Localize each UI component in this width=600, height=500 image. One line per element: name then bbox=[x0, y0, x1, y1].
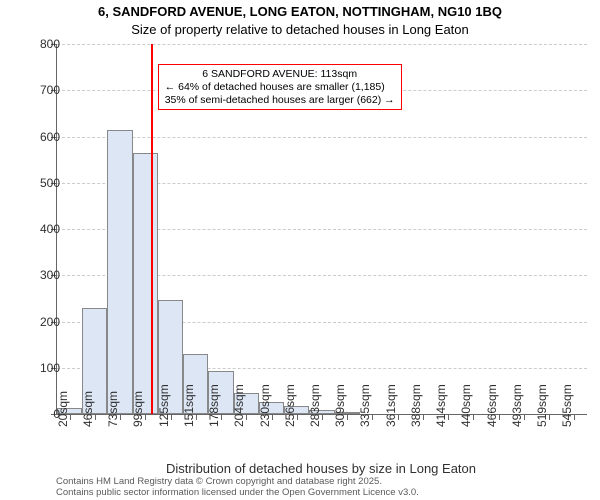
histogram-bar bbox=[107, 130, 132, 414]
grid-line bbox=[57, 137, 587, 138]
x-tick bbox=[347, 414, 348, 420]
y-tick-label: 200 bbox=[40, 315, 60, 329]
chart-title-line1: 6, SANDFORD AVENUE, LONG EATON, NOTTINGH… bbox=[0, 4, 600, 19]
x-axis-title: Distribution of detached houses by size … bbox=[56, 461, 586, 476]
y-tick-label: 500 bbox=[40, 176, 60, 190]
y-tick-label: 300 bbox=[40, 268, 60, 282]
y-tick-label: 400 bbox=[40, 222, 60, 236]
annotation-box: 6 SANDFORD AVENUE: 113sqm← 64% of detach… bbox=[158, 64, 402, 110]
x-tick bbox=[423, 414, 424, 420]
attribution-text: Contains HM Land Registry data © Crown c… bbox=[56, 477, 419, 498]
x-tick bbox=[145, 414, 146, 420]
x-tick bbox=[549, 414, 550, 420]
x-tick bbox=[322, 414, 323, 420]
annotation-line: 6 SANDFORD AVENUE: 113sqm bbox=[165, 68, 395, 81]
y-tick-label: 700 bbox=[40, 83, 60, 97]
x-tick bbox=[120, 414, 121, 420]
histogram-bar bbox=[133, 153, 158, 414]
x-tick bbox=[246, 414, 247, 420]
grid-line bbox=[57, 44, 587, 45]
reference-line bbox=[151, 44, 153, 414]
y-tick-label: 600 bbox=[40, 130, 60, 144]
histogram-chart: 6, SANDFORD AVENUE, LONG EATON, NOTTINGH… bbox=[0, 0, 600, 500]
x-tick bbox=[448, 414, 449, 420]
attribution-line2: Contains public sector information licen… bbox=[56, 488, 419, 498]
attribution-line1: Contains HM Land Registry data © Crown c… bbox=[56, 477, 419, 487]
x-tick bbox=[524, 414, 525, 420]
annotation-line: 35% of semi-detached houses are larger (… bbox=[165, 94, 395, 107]
x-tick bbox=[221, 414, 222, 420]
plot-area: 6 SANDFORD AVENUE: 113sqm← 64% of detach… bbox=[56, 44, 587, 415]
y-tick-label: 800 bbox=[40, 37, 60, 51]
x-tick bbox=[372, 414, 373, 420]
x-tick bbox=[473, 414, 474, 420]
annotation-line: ← 64% of detached houses are smaller (1,… bbox=[165, 81, 395, 94]
y-tick-label: 100 bbox=[40, 361, 60, 375]
x-tick bbox=[574, 414, 575, 420]
chart-title-line2: Size of property relative to detached ho… bbox=[0, 22, 600, 37]
